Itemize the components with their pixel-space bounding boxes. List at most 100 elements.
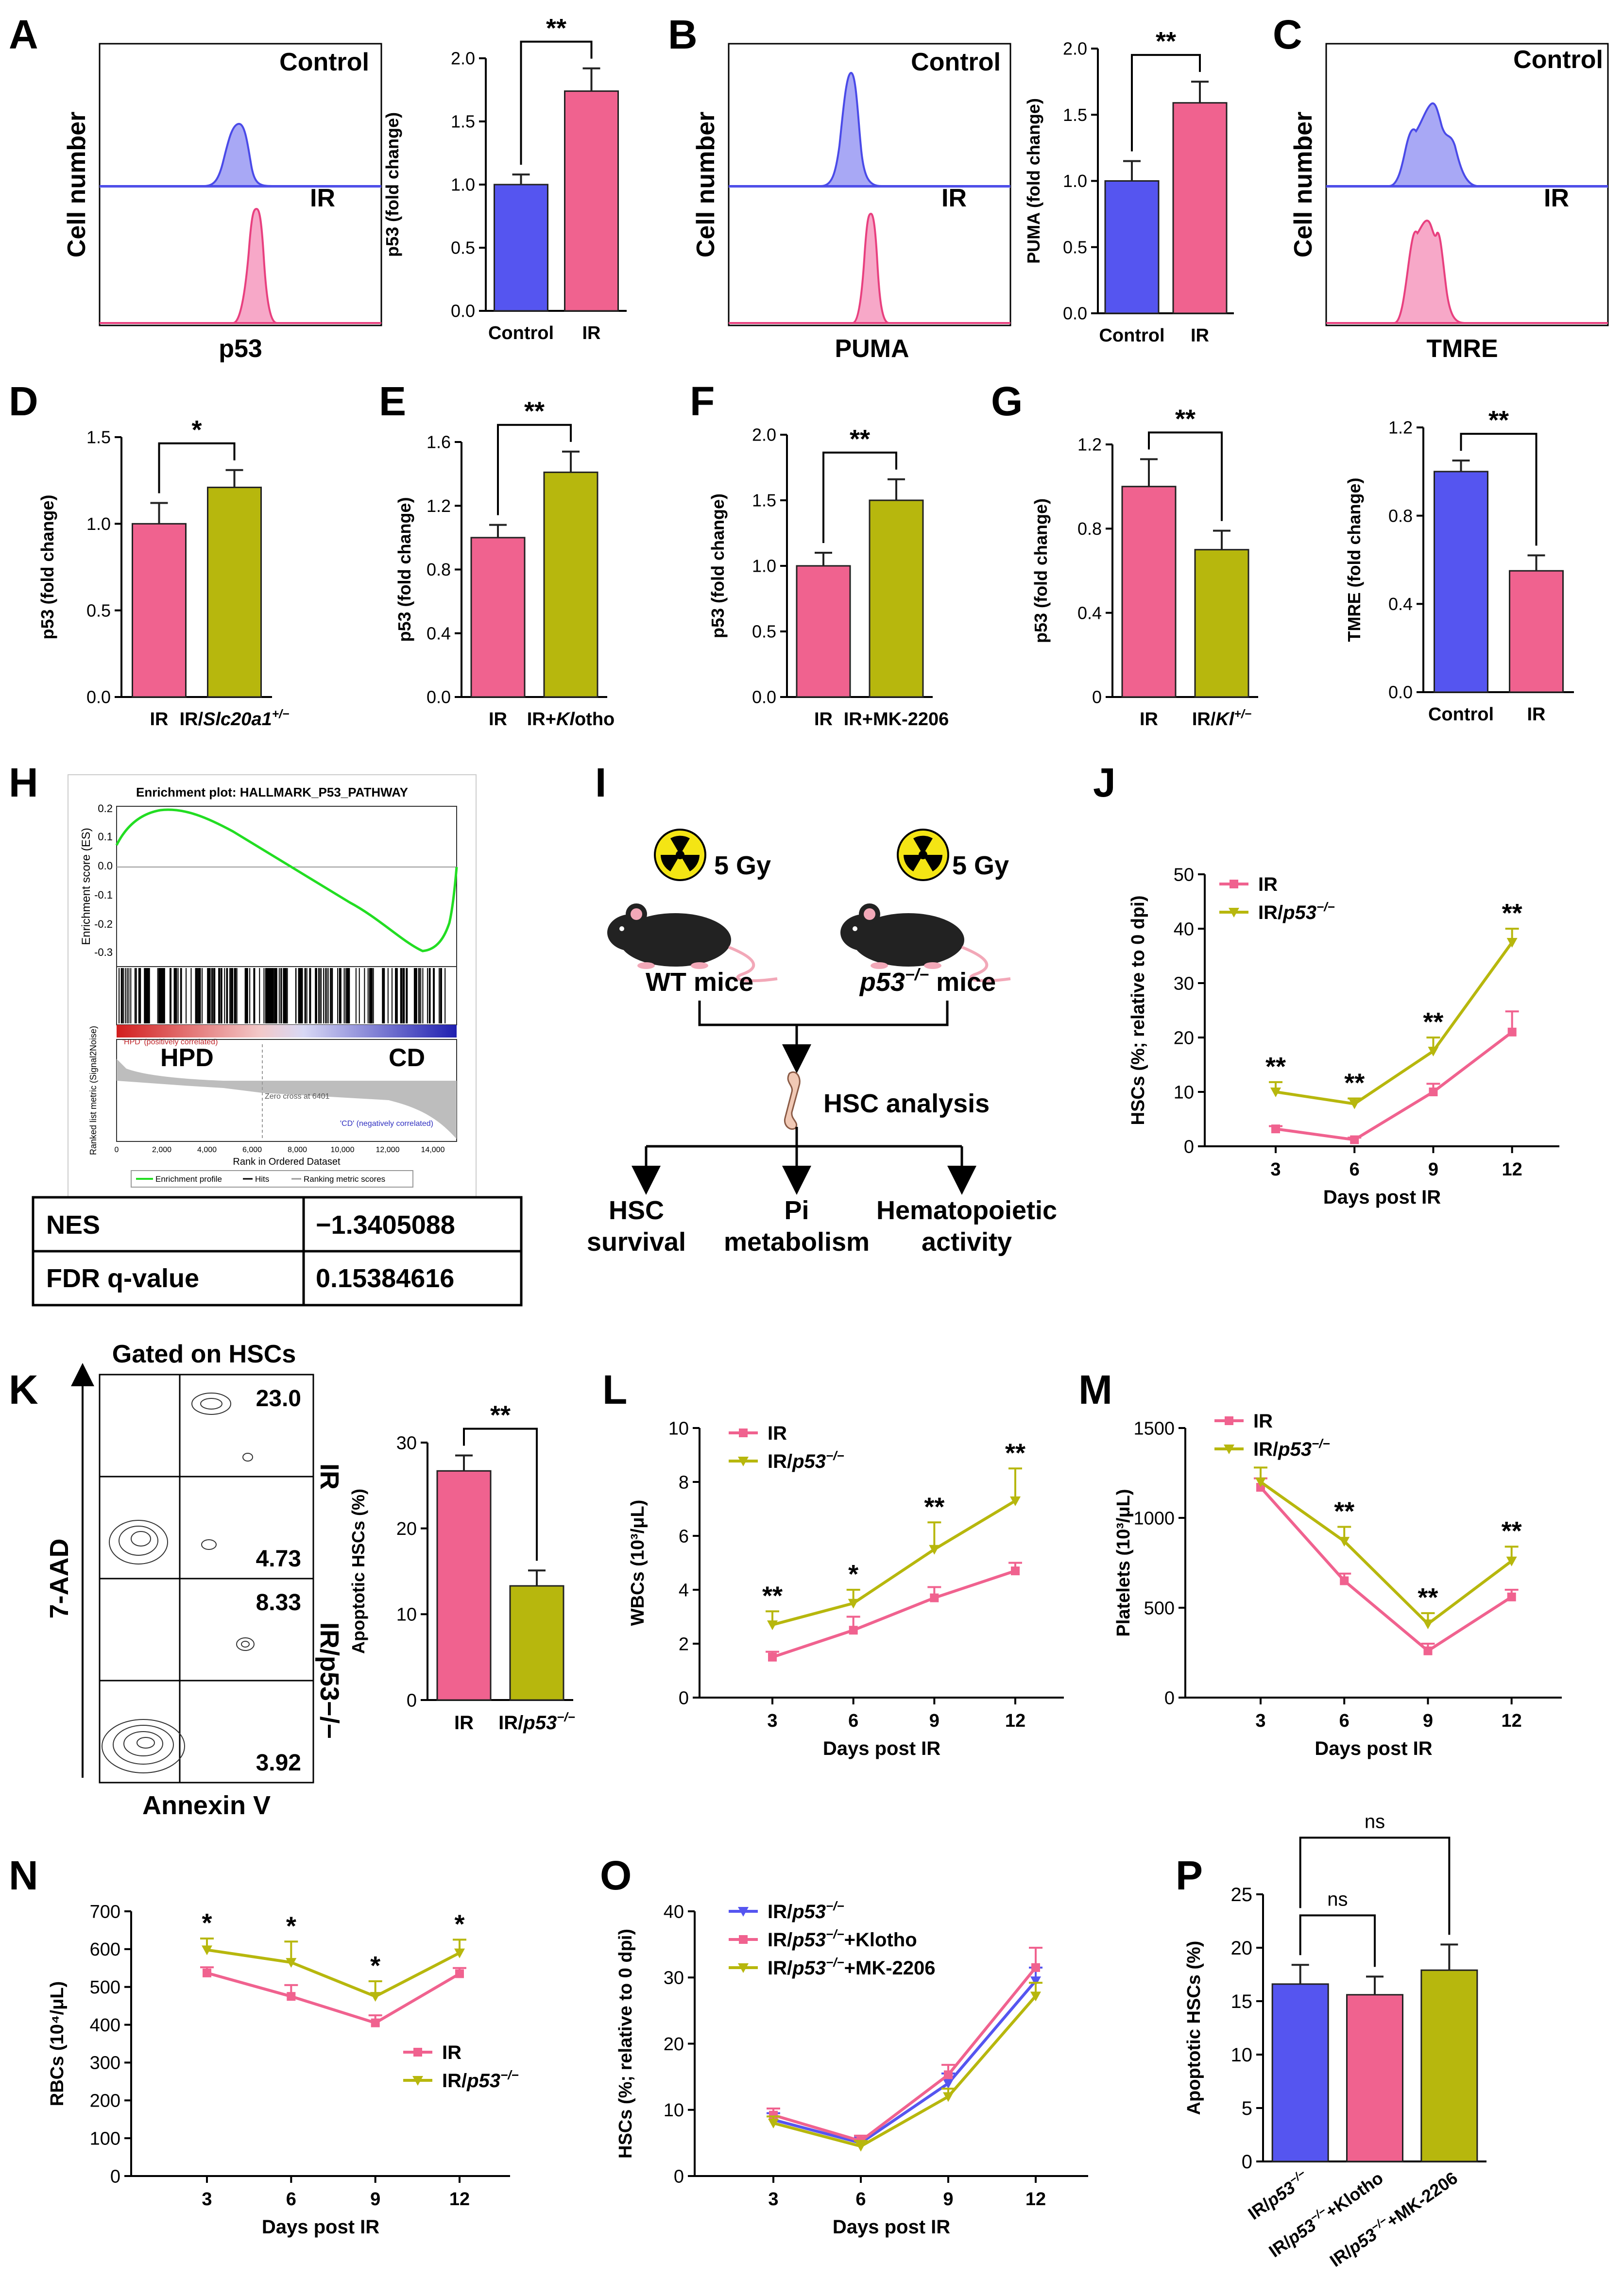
significance-marker: ns	[1365, 1811, 1385, 1832]
gsea-enrichment-profile	[115, 808, 458, 952]
data-point	[370, 1992, 381, 2002]
data-point	[929, 1545, 940, 1555]
series-line	[772, 1569, 1016, 1659]
bar	[796, 565, 851, 698]
y-tick-label: 1.0	[451, 175, 475, 195]
y-tick-label: 0	[407, 1690, 417, 1711]
x-axis-label: Days post IR	[1323, 1187, 1441, 1208]
x-category-label: IR	[150, 709, 169, 730]
significance-bracket	[822, 451, 897, 543]
x-tick-label: 3	[767, 1711, 777, 1731]
legend-label: IR	[768, 1423, 787, 1444]
y-tick-label: 0.8	[1388, 506, 1413, 526]
legend-marker	[739, 1429, 748, 1437]
y-tick-label: 0.5	[86, 600, 111, 620]
gsea-x-tick: 14,000	[421, 1146, 445, 1154]
legend-marker	[738, 1907, 749, 1917]
y-tick-label: 500	[90, 1977, 120, 1998]
gsea-es-tick: -0.3	[94, 946, 113, 958]
gsea-hpd-label: HPD	[160, 1044, 214, 1072]
y-tick-label: 1.2	[1388, 418, 1413, 438]
significance-marker: **	[524, 397, 545, 426]
y-tick-label: 0.4	[427, 623, 451, 643]
outcome-1-line-1: HSC	[609, 1196, 664, 1225]
series-line	[1259, 1486, 1513, 1653]
gsea-negative-label: 'CD' (negatively correlated)	[340, 1120, 433, 1128]
data-point	[1506, 1556, 1517, 1566]
gsea-rank-metric-label: Ranked list metric (Signal2Noise)	[88, 1026, 98, 1155]
data-point	[1423, 1646, 1433, 1655]
y-tick-label: 50	[1174, 865, 1194, 885]
legend-marker	[1230, 880, 1238, 888]
gsea-x-label: Rank in Ordered Dataset	[233, 1157, 341, 1167]
y-tick-label: 0.5	[451, 238, 475, 258]
gsea-legend	[131, 1170, 413, 1188]
legend-marker	[738, 1963, 749, 1973]
significance-marker: **	[924, 1492, 944, 1521]
y-tick-label: 0	[674, 2166, 684, 2187]
y-tick-label: 10	[396, 1605, 417, 1625]
flow-title: Gated on HSCs	[112, 1340, 296, 1368]
y-tick-label: 0.0	[451, 301, 475, 321]
experiment-schematic: 5 Gy 5 Gy WT mi	[587, 829, 1057, 1257]
gsea-x-tick: 0	[115, 1146, 119, 1154]
x-axis-label: Days post IR	[262, 2216, 379, 2238]
significance-marker: **	[762, 1581, 783, 1610]
stats-fdr-value: 0.15384616	[316, 1264, 454, 1293]
significance-marker: **	[1005, 1438, 1025, 1467]
y-tick-label: 6	[679, 1526, 689, 1547]
bar	[543, 471, 598, 698]
significance-marker: **	[1156, 27, 1176, 56]
legend-marker	[1224, 1445, 1234, 1454]
y-tick-label: 1000	[1133, 1508, 1175, 1529]
bar	[1346, 1994, 1403, 2162]
histogram-control-curve	[100, 122, 381, 187]
legend-label: IR	[442, 2042, 461, 2063]
line-chart-hscs-o: 0 10 20 30 40 3 6 9 12 Days post IR HSCs (%; relat…	[615, 1899, 1088, 2238]
flow-x-label: Annexin V	[142, 1791, 271, 1820]
gsea-x-tick: 2,000	[152, 1146, 171, 1154]
panel-letter-n: N	[9, 1853, 38, 1898]
y-tick-label: 40	[1174, 919, 1194, 939]
y-tick-label: 1.0	[752, 556, 776, 576]
data-point	[1349, 1099, 1360, 1109]
y-tick-label: 0.0	[1388, 682, 1413, 702]
y-tick-label: 10	[664, 2100, 684, 2121]
gsea-hits-group	[119, 968, 446, 1023]
x-tick-label: 9	[1423, 1711, 1433, 1731]
mouse-icon-knockout	[840, 903, 1011, 983]
y-axis-label: p53 (fold change)	[394, 497, 414, 642]
data-point	[1270, 1088, 1281, 1097]
y-tick-label: 20	[664, 2034, 684, 2055]
y-tick-label: 8	[679, 1472, 689, 1493]
x-category-label: IR/Slc20a1+/−	[180, 708, 290, 730]
x-tick-label: 12	[1005, 1711, 1025, 1731]
flow-cytometry-plot: Gated on HSCs 23.0 4.73 8.33 3.92 IR IR/	[45, 1340, 344, 1820]
data-point	[286, 1958, 297, 1968]
x-axis-label: Days post IR	[1315, 1738, 1432, 1759]
flow-row-label-ko: IR/p53−/−	[315, 1622, 344, 1739]
legend-label: IR/p53−/−+MK-2206	[768, 1955, 936, 1979]
x-tick-label: 6	[855, 2189, 866, 2210]
significance-bracket	[1299, 1837, 1451, 1935]
y-tick-label: 0.5	[752, 622, 776, 642]
y-axis-label: Platelets (10³/μL)	[1113, 1489, 1134, 1636]
y-tick-label: 1500	[1133, 1418, 1175, 1439]
histogram-y-label: Cell number	[692, 112, 720, 258]
y-tick-label: 1.5	[451, 112, 475, 132]
y-tick-label: 30	[664, 1968, 684, 1989]
panel-letter-i: I	[595, 760, 606, 805]
y-axis-label: PUMA (fold change)	[1024, 98, 1043, 264]
y-axis-label: Apoptotic HSCs (%)	[348, 1489, 368, 1654]
series-line	[773, 1995, 1037, 2148]
x-tick-label: 3	[768, 2189, 778, 2210]
panel-letter-j: J	[1093, 760, 1116, 805]
y-axis-label: HSCs (%; relative to 0 dpi)	[615, 1929, 636, 2159]
histogram-y-label: Cell number	[63, 112, 91, 258]
outcome-3-line-1: Hematopoietic	[876, 1196, 1057, 1225]
y-tick-label: 0.0	[427, 687, 451, 707]
y-tick-label: 0	[1164, 1688, 1175, 1708]
data-point	[1429, 1088, 1438, 1096]
x-category-label: IR	[1527, 704, 1546, 725]
